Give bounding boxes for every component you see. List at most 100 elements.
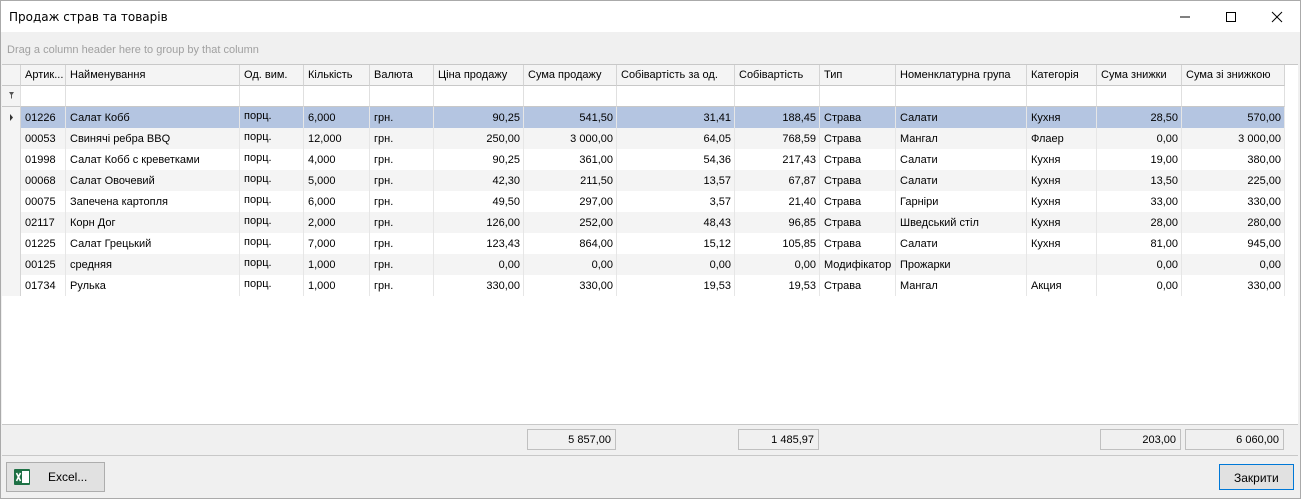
row-indicator[interactable]: [2, 233, 21, 254]
cell-total[interactable]: 380,00: [1182, 149, 1285, 170]
cell-costu[interactable]: 15,12: [617, 233, 735, 254]
cell-cost[interactable]: 188,45: [735, 107, 820, 128]
cell-cat[interactable]: Кухня: [1027, 233, 1097, 254]
cell-cur[interactable]: грн.: [370, 191, 434, 212]
cell-cat[interactable]: Кухня: [1027, 191, 1097, 212]
cell-qty[interactable]: 1,000: [304, 275, 370, 296]
cell-disc[interactable]: 33,00: [1097, 191, 1182, 212]
cell-disc[interactable]: 81,00: [1097, 233, 1182, 254]
cell-costu[interactable]: 0,00: [617, 254, 735, 275]
cell-group[interactable]: Салати: [896, 233, 1027, 254]
filter-cell-name[interactable]: [66, 86, 240, 107]
column-header-cur[interactable]: Валюта: [370, 65, 434, 86]
cell-costu[interactable]: 48,43: [617, 212, 735, 233]
filter-cell-disc[interactable]: [1097, 86, 1182, 107]
cell-art[interactable]: 01998: [21, 149, 66, 170]
cell-costu[interactable]: 19,53: [617, 275, 735, 296]
cell-name[interactable]: Запечена картопля: [66, 191, 240, 212]
cell-unit[interactable]: порц.: [240, 275, 304, 296]
cell-unit[interactable]: порц.: [240, 107, 304, 128]
cell-art[interactable]: 00068: [21, 170, 66, 191]
minimize-button[interactable]: [1162, 1, 1208, 32]
column-header-sum[interactable]: Сума продажу: [524, 65, 617, 86]
cell-sum[interactable]: 252,00: [524, 212, 617, 233]
cell-group[interactable]: Шведський стіл: [896, 212, 1027, 233]
cell-name[interactable]: Салат Грецький: [66, 233, 240, 254]
filter-cell-cat[interactable]: [1027, 86, 1097, 107]
cell-cat[interactable]: Кухня: [1027, 107, 1097, 128]
column-header-costu[interactable]: Собівартість за од.: [617, 65, 735, 86]
cell-art[interactable]: 01226: [21, 107, 66, 128]
cell-cost[interactable]: 21,40: [735, 191, 820, 212]
cell-price[interactable]: 123,43: [434, 233, 524, 254]
column-header-cost[interactable]: Собівартість: [735, 65, 820, 86]
cell-sum[interactable]: 330,00: [524, 275, 617, 296]
cell-art[interactable]: 00125: [21, 254, 66, 275]
cell-cost[interactable]: 105,85: [735, 233, 820, 254]
cell-type[interactable]: Страва: [820, 191, 896, 212]
cell-price[interactable]: 330,00: [434, 275, 524, 296]
cell-qty[interactable]: 6,000: [304, 191, 370, 212]
cell-sum[interactable]: 3 000,00: [524, 128, 617, 149]
column-header-name[interactable]: Найменування: [66, 65, 240, 86]
cell-total[interactable]: 3 000,00: [1182, 128, 1285, 149]
cell-disc[interactable]: 0,00: [1097, 128, 1182, 149]
cell-type[interactable]: Страва: [820, 170, 896, 191]
cell-sum[interactable]: 0,00: [524, 254, 617, 275]
sales-grid[interactable]: Артик... Найменування Од. вим. Кількість Вал…: [2, 64, 1298, 424]
cell-cat[interactable]: Кухня: [1027, 212, 1097, 233]
filter-cell-cost[interactable]: [735, 86, 820, 107]
cell-cat[interactable]: [1027, 254, 1097, 275]
filter-cell-art[interactable]: [21, 86, 66, 107]
cell-costu[interactable]: 3,57: [617, 191, 735, 212]
cell-name[interactable]: Салат Овочевий: [66, 170, 240, 191]
cell-type[interactable]: Страва: [820, 275, 896, 296]
cell-name[interactable]: Корн Дог: [66, 212, 240, 233]
cell-disc[interactable]: 13,50: [1097, 170, 1182, 191]
cell-costu[interactable]: 13,57: [617, 170, 735, 191]
cell-sum[interactable]: 211,50: [524, 170, 617, 191]
cell-art[interactable]: 00053: [21, 128, 66, 149]
column-header-group[interactable]: Номенклатурна група: [896, 65, 1027, 86]
cell-cost[interactable]: 96,85: [735, 212, 820, 233]
cell-type[interactable]: Страва: [820, 107, 896, 128]
cell-price[interactable]: 90,25: [434, 149, 524, 170]
column-header-qty[interactable]: Кількість: [304, 65, 370, 86]
cell-costu[interactable]: 64,05: [617, 128, 735, 149]
cell-costu[interactable]: 31,41: [617, 107, 735, 128]
row-indicator[interactable]: [2, 254, 21, 275]
cell-price[interactable]: 0,00: [434, 254, 524, 275]
cell-cat[interactable]: Кухня: [1027, 149, 1097, 170]
cell-costu[interactable]: 54,36: [617, 149, 735, 170]
cell-cost[interactable]: 768,59: [735, 128, 820, 149]
cell-group[interactable]: Мангал: [896, 275, 1027, 296]
cell-unit[interactable]: порц.: [240, 149, 304, 170]
close-button[interactable]: [1254, 1, 1300, 32]
cell-sum[interactable]: 297,00: [524, 191, 617, 212]
filter-cell-total[interactable]: [1182, 86, 1285, 107]
row-indicator[interactable]: [2, 275, 21, 296]
cell-cur[interactable]: грн.: [370, 149, 434, 170]
group-by-panel[interactable]: Drag a column header here to group by th…: [2, 35, 1298, 63]
cell-cur[interactable]: грн.: [370, 275, 434, 296]
cell-cat[interactable]: Флаер: [1027, 128, 1097, 149]
filter-cell-type[interactable]: [820, 86, 896, 107]
column-header-cat[interactable]: Категорія: [1027, 65, 1097, 86]
cell-total[interactable]: 0,00: [1182, 254, 1285, 275]
filter-cell-costu[interactable]: [617, 86, 735, 107]
cell-qty[interactable]: 4,000: [304, 149, 370, 170]
filter-cell-unit[interactable]: [240, 86, 304, 107]
cell-qty[interactable]: 6,000: [304, 107, 370, 128]
cell-unit[interactable]: порц.: [240, 191, 304, 212]
cell-unit[interactable]: порц.: [240, 170, 304, 191]
cell-name[interactable]: Рулька: [66, 275, 240, 296]
cell-art[interactable]: 02117: [21, 212, 66, 233]
cell-cost[interactable]: 0,00: [735, 254, 820, 275]
column-header-total[interactable]: Сума зі знижкою: [1182, 65, 1285, 86]
row-indicator[interactable]: [2, 107, 21, 128]
cell-total[interactable]: 225,00: [1182, 170, 1285, 191]
cell-price[interactable]: 250,00: [434, 128, 524, 149]
filter-cell-sum[interactable]: [524, 86, 617, 107]
cell-cost[interactable]: 19,53: [735, 275, 820, 296]
row-indicator[interactable]: [2, 212, 21, 233]
